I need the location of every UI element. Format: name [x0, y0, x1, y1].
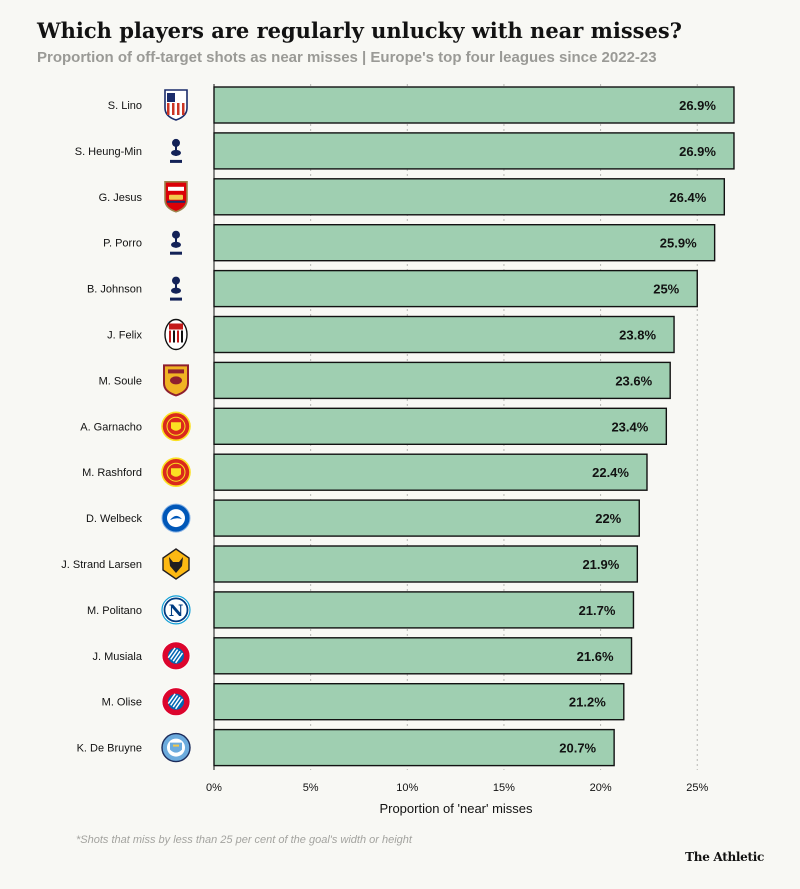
bar	[213, 591, 635, 629]
wolves-crest-icon	[162, 548, 190, 580]
tottenham-crest-icon	[170, 276, 182, 301]
bar-value-label: 26.9%	[679, 144, 716, 159]
x-tick-label: 15%	[493, 782, 515, 794]
player-label: S. Lino	[108, 100, 142, 112]
bar	[213, 545, 639, 583]
svg-text:N: N	[169, 601, 184, 620]
club-crests: N	[161, 89, 191, 763]
player-label: B. Johnson	[87, 284, 142, 296]
player-label: D. Welbeck	[86, 513, 143, 525]
category-labels: S. Lino S. Heung-Min G. Jesus P. Porro B. Jo…	[61, 100, 143, 755]
bar-value-label: 26.4%	[669, 190, 706, 205]
bar	[213, 361, 671, 400]
bar	[213, 269, 698, 308]
player-label: A. Garnacho	[80, 421, 142, 433]
x-axis-label: Proportion of 'near' misses	[379, 801, 533, 816]
bar-value-label: 21.9%	[582, 557, 619, 572]
bar-value-label: 25%	[653, 282, 679, 297]
chart-subtitle: Proportion of off-target shots as near m…	[37, 49, 657, 66]
brand-logo: The Athletic	[685, 850, 764, 864]
x-tick-label: 25%	[686, 782, 708, 794]
arsenal-crest-icon	[164, 181, 188, 213]
man-united-crest-icon	[161, 411, 191, 442]
bar-value-label: 21.7%	[579, 603, 616, 618]
bar-value-label: 25.9%	[660, 236, 697, 251]
bar	[213, 407, 668, 445]
bar-value-label: 22.4%	[592, 465, 629, 480]
bars: 26.9% 26.9% 26.4% 25.9% 25% 23.8% 23.6% 23.4% 22…	[213, 86, 735, 767]
ac-milan-crest-icon	[164, 318, 188, 351]
player-label: M. Politano	[87, 605, 142, 617]
x-tick-label: 5%	[303, 782, 319, 794]
bar-value-label: 23.8%	[619, 328, 656, 343]
x-tick-label: 10%	[396, 782, 418, 794]
bar	[213, 728, 615, 767]
x-tick-label: 20%	[590, 782, 612, 794]
player-label: S. Heung-Min	[75, 146, 142, 158]
bar	[213, 86, 735, 124]
bar-value-label: 23.4%	[611, 419, 648, 434]
player-label: G. Jesus	[99, 192, 143, 204]
bar-value-label: 26.9%	[679, 98, 716, 113]
bar-value-label: 23.6%	[615, 373, 652, 388]
bayern-crest-icon	[161, 641, 191, 671]
tottenham-crest-icon	[170, 230, 182, 255]
bar	[213, 499, 640, 537]
bar	[213, 132, 735, 170]
bar-value-label: 20.7%	[559, 741, 596, 756]
x-axis: Proportion of 'near' misses 0% 5% 10% 15% 20…	[206, 782, 708, 816]
napoli-crest-icon: N	[161, 595, 191, 625]
bar	[213, 178, 726, 216]
player-label: M. Olise	[102, 697, 142, 709]
player-label: M. Rashford	[82, 467, 142, 479]
footnote: *Shots that miss by less than 25 per cen…	[76, 834, 412, 846]
atletico-madrid-crest-icon	[164, 89, 188, 121]
tottenham-crest-icon	[170, 138, 182, 163]
x-tick-label: 0%	[206, 782, 222, 794]
chart-title: Which players are regularly unlucky with…	[37, 18, 682, 43]
bar	[213, 223, 716, 262]
roma-crest-icon	[163, 364, 189, 397]
bar	[213, 453, 648, 491]
player-label: J. Musiala	[92, 651, 142, 663]
player-label: P. Porro	[103, 238, 142, 250]
player-label: J. Strand Larsen	[61, 559, 142, 571]
player-label: M. Soule	[99, 375, 142, 387]
man-city-crest-icon	[161, 732, 191, 763]
brighton-crest-icon	[161, 503, 191, 533]
bar-value-label: 22%	[595, 511, 621, 526]
bar	[213, 637, 633, 675]
bar	[213, 683, 625, 721]
bar-value-label: 21.2%	[569, 695, 606, 710]
player-label: J. Felix	[107, 330, 142, 342]
bar	[213, 315, 675, 354]
man-united-crest-icon	[161, 457, 191, 488]
player-label: K. De Bruyne	[77, 743, 142, 755]
bayern-crest-icon	[161, 687, 191, 717]
bar-value-label: 21.6%	[577, 649, 614, 664]
